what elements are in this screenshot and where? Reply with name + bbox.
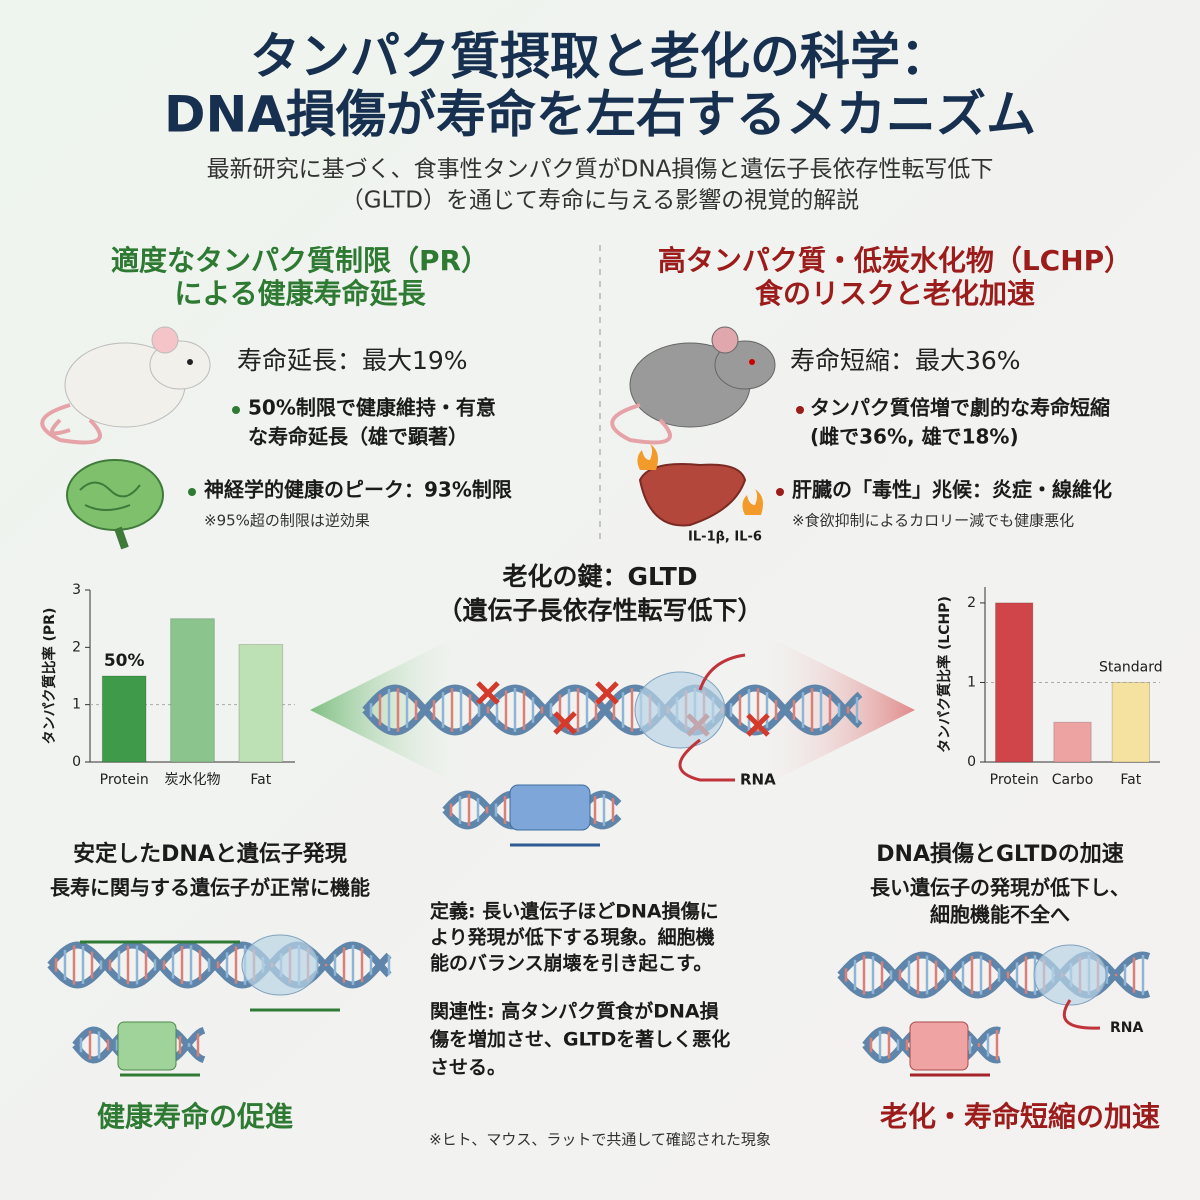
damage-marks [476, 681, 770, 737]
x-tick-label: Protein [100, 772, 149, 788]
note: ※食欲抑制によるカロリー減でも健康悪化 [792, 512, 1074, 530]
white-mouse [40, 326, 211, 445]
x-tick-label: Fat [1120, 772, 1141, 788]
heading: による健康寿命延長 [174, 277, 426, 310]
y-axis-label: タンパク質比率 (PR) [41, 608, 58, 745]
bullet: 神経学的健康のピーク：93%制限 [204, 478, 512, 502]
liver-label: IL-1β, IL-6 [688, 530, 762, 545]
bullet: (雌で36%, 雄で18%) [810, 425, 1019, 449]
definition: 能のバランス崩壊を引き起こす。 [430, 952, 712, 975]
bar [170, 618, 215, 763]
bar [238, 643, 284, 763]
polymerase-red [909, 1021, 969, 1071]
center-title: （遺伝子長依存性転写低下） [437, 596, 762, 625]
y-tick-label: 0 [967, 754, 976, 770]
rna-strand [1062, 999, 1101, 1030]
relation: 関連性: 高タンパク質食がDNA損 [430, 1000, 720, 1023]
heading: 適度なタンパク質制限（PR） [111, 244, 489, 277]
section-subtitle: 細胞機能不全へ [930, 903, 1070, 927]
rna-label: RNA [1110, 1020, 1143, 1036]
note: ※95%超の制限は逆効果 [204, 512, 370, 530]
bar [995, 602, 1034, 763]
polymerase [241, 934, 319, 996]
helix-strand [47, 941, 392, 989]
y-tick-label: 2 [72, 639, 81, 655]
bullet-dot [796, 406, 804, 414]
section-subtitle: 長寿に関与する遺伝子が正常に機能 [50, 876, 370, 900]
rna-strand [678, 738, 735, 782]
x-tick-label: Carbo [1052, 772, 1094, 788]
bullet: タンパク質倍増で劇的な寿命短縮 [810, 396, 1110, 420]
bullet-dot [232, 406, 240, 414]
x-tick-label: 炭水化物 [165, 772, 221, 788]
y-tick-label: 3 [72, 582, 81, 598]
x-tick-label: Fat [250, 772, 271, 788]
heading: 食のリスクと老化加速 [755, 277, 1035, 310]
polymerase [1033, 944, 1107, 1006]
rna-label: RNA [740, 771, 776, 789]
y-axis-label: タンパク質比率 (LCHP) [936, 596, 953, 753]
section-title: DNA損傷とGLTDの加速 [876, 841, 1123, 867]
polymerase [634, 671, 726, 749]
annotation: Standard [1099, 659, 1163, 675]
footer: 老化・寿命短縮の加速 [880, 1100, 1160, 1133]
decorations [40, 245, 1151, 1077]
y-tick-label: 1 [967, 674, 976, 690]
definition: 定義: 長い遺伝子ほどDNA損傷に [430, 900, 719, 923]
bullet-dot [188, 488, 196, 496]
center-title: 老化の鍵：GLTD [502, 562, 697, 591]
bullet-dot [776, 488, 784, 496]
red-arrow [755, 630, 915, 790]
bullet: 肝臓の「毒性」兆候：炎症・線維化 [792, 478, 1112, 502]
heading: 高タンパク質・低炭水化物（LCHP） [658, 244, 1132, 277]
polymerase-blue [509, 784, 591, 831]
subtitle: 最新研究に基づく、食事性タンパク質がDNA損傷と遺伝子長依存性転写低下 [207, 157, 994, 183]
section-title: 安定したDNAと遺伝子発現 [73, 841, 347, 867]
y-tick-label: 2 [967, 595, 976, 611]
rna-arrow [698, 653, 746, 691]
footnote: ※ヒト、マウス、ラットで共通して確認された現象 [429, 1131, 771, 1149]
annotation: 50% [104, 651, 145, 671]
x-tick-label: Protein [990, 772, 1039, 788]
bar [101, 675, 147, 763]
brain [66, 459, 164, 550]
polymerase-green [117, 1021, 177, 1071]
title: DNA損傷が寿命を左右するメカニズム [164, 86, 1036, 144]
relation: 傷を増加させ、GLTDを著しく悪化 [429, 1028, 730, 1051]
bullet: な寿命延長（雄で顕著） [248, 425, 468, 449]
bar [1053, 721, 1092, 763]
helix-strand [362, 684, 863, 736]
definition: より発現が低下する現象。細胞機 [430, 926, 715, 949]
bar [1111, 681, 1150, 763]
footer: 健康寿命の促進 [97, 1100, 293, 1133]
title: タンパク質摂取と老化の科学： [250, 28, 950, 86]
y-tick-label: 0 [72, 754, 81, 770]
stat: 寿命延長：最大19% [237, 346, 468, 375]
stat: 寿命短縮：最大36% [790, 346, 1021, 375]
bullet: 50%制限で健康維持・有意 [248, 396, 496, 420]
y-tick-label: 1 [72, 697, 81, 713]
grey-mouse [610, 326, 776, 445]
liver [637, 444, 763, 527]
relation: させる。 [430, 1057, 506, 1079]
charts: 0 1 2 3 タンパク質比率 (PR) Protein 炭水化物 Fat 50% 0 1 2 タンパク… [41, 582, 1163, 788]
subtitle: （GLTD）を通じて寿命に与える影響の視覚的解説 [341, 188, 860, 214]
section-subtitle: 長い遺伝子の発現が低下し、 [870, 876, 1130, 900]
